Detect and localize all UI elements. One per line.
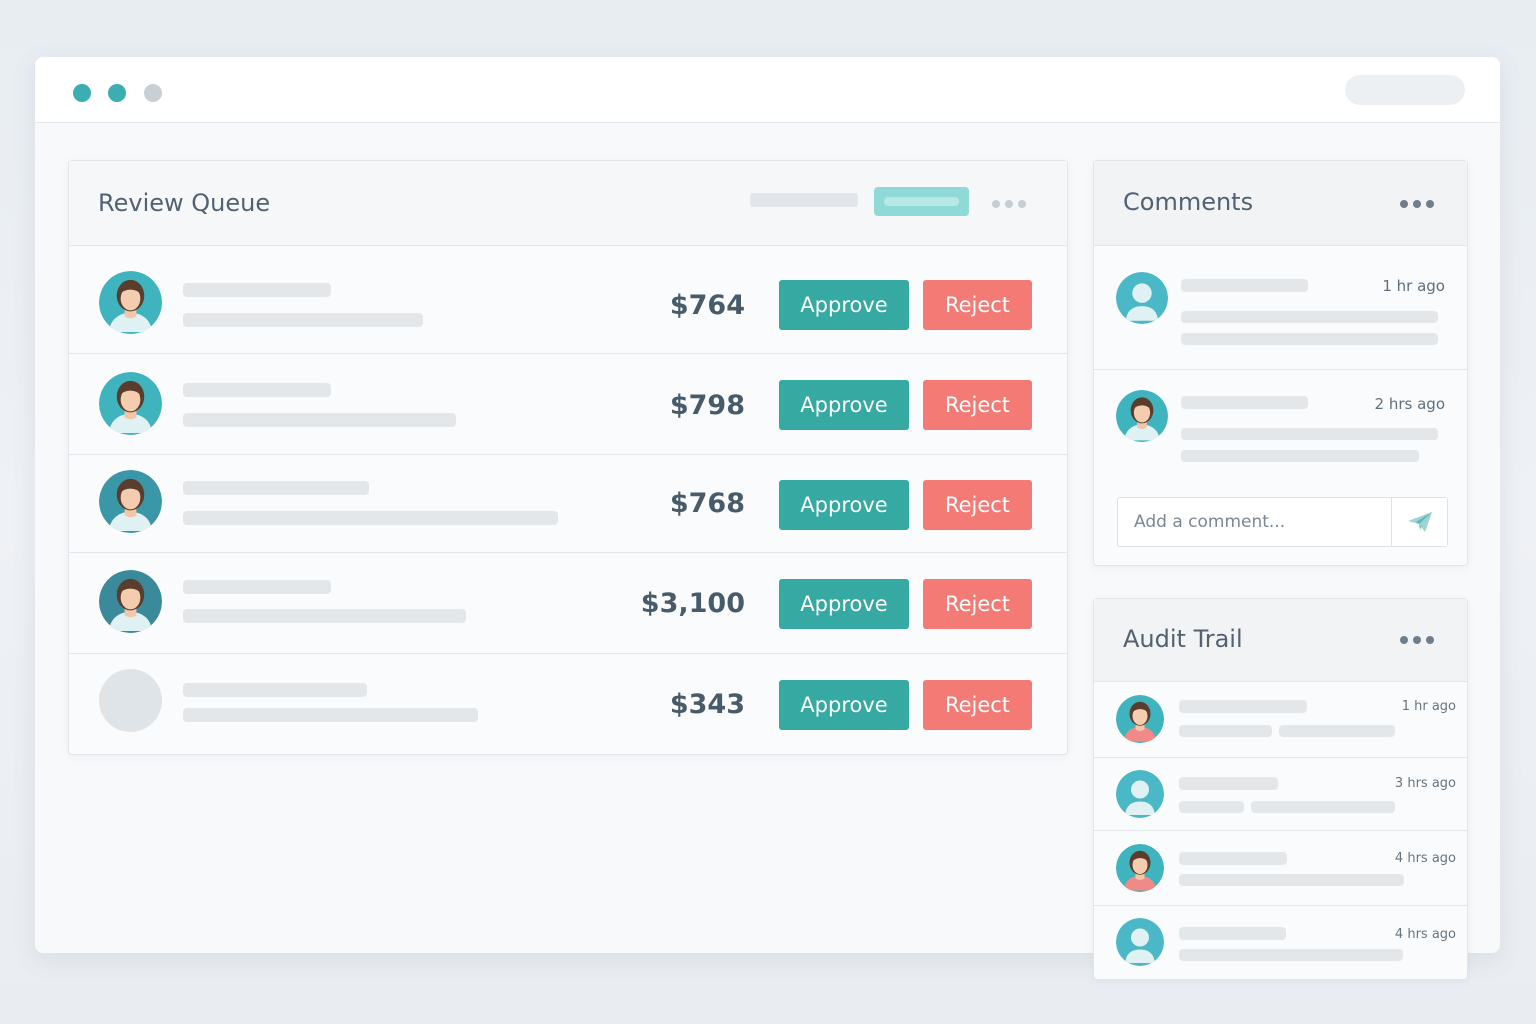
audit-timestamp: 1 hr ago [1401,699,1456,714]
audit-trail-title: Audit Trail [1123,625,1243,653]
comment-input[interactable] [1118,498,1392,546]
approve-button[interactable]: Approve [779,579,909,629]
audit-trail-header: Audit Trail [1094,599,1467,682]
audit-trail-panel: Audit Trail 1 hr ago 3 hrs ago 4 hrs ago [1093,598,1468,980]
titlebar-search-placeholder[interactable] [1345,75,1465,105]
approve-button[interactable]: Approve [779,380,909,430]
window-minimize-dot[interactable] [108,84,126,102]
amount-value: $3,100 [640,588,745,619]
female-avatar-icon [99,470,162,533]
reject-button[interactable]: Reject [923,380,1032,430]
female-avatar-icon [99,372,162,435]
approve-button[interactable]: Approve [779,480,909,530]
comments-title: Comments [1123,188,1254,216]
more-options-icon[interactable] [1400,636,1434,644]
window-titlebar [35,57,1500,123]
window-maximize-dot[interactable] [144,84,162,102]
queue-row: $798 Approve Reject [69,354,1067,455]
amount-value: $768 [669,488,745,519]
review-queue-panel: Review Queue $764 Approve Reject $798 Ap… [68,160,1068,755]
audit-timestamp: 4 hrs ago [1394,927,1456,942]
more-options-icon[interactable] [992,200,1026,208]
queue-row: $3,100 Approve Reject [69,553,1067,654]
more-options-icon[interactable] [1400,200,1434,208]
audit-timestamp: 4 hrs ago [1394,851,1456,866]
female-avatar-icon [99,271,162,334]
female-avatar-icon [1116,844,1164,892]
female-avatar-icon [1116,695,1164,743]
comment-timestamp: 1 hr ago [1382,277,1445,295]
header-action-pill[interactable] [874,187,969,216]
reject-button[interactable]: Reject [923,680,1032,730]
audit-entry: 1 hr ago [1094,682,1467,758]
comment-item: 2 hrs ago [1094,370,1467,488]
placeholder-avatar [99,669,162,732]
user-silhouette-icon [1116,770,1164,818]
audit-entry: 4 hrs ago [1094,831,1467,906]
queue-row: $764 Approve Reject [69,246,1067,354]
audit-timestamp: 3 hrs ago [1394,776,1456,791]
window-close-dot[interactable] [73,84,91,102]
female-avatar-icon [99,570,162,633]
comment-timestamp: 2 hrs ago [1374,395,1445,413]
amount-value: $343 [669,689,745,720]
comments-header: Comments [1094,161,1467,246]
comments-panel: Comments 1 hr ago 2 hrs ago [1093,160,1468,566]
comment-composer [1117,497,1448,547]
send-icon[interactable] [1391,498,1447,546]
review-queue-header: Review Queue [69,161,1067,246]
reject-button[interactable]: Reject [923,480,1032,530]
female-avatar-icon [1116,390,1168,442]
amount-value: $798 [669,390,745,421]
user-silhouette-icon [1116,918,1164,966]
approve-button[interactable]: Approve [779,280,909,330]
header-filter-placeholder [750,193,858,207]
reject-button[interactable]: Reject [923,579,1032,629]
comment-item: 1 hr ago [1094,246,1467,370]
amount-value: $764 [669,290,745,321]
queue-row: $343 Approve Reject [69,654,1067,754]
reject-button[interactable]: Reject [923,280,1032,330]
user-silhouette-icon [1116,272,1168,324]
audit-entry: 4 hrs ago [1094,906,1467,979]
review-queue-title: Review Queue [98,189,271,217]
approve-button[interactable]: Approve [779,680,909,730]
queue-row: $768 Approve Reject [69,455,1067,553]
audit-entry: 3 hrs ago [1094,758,1467,831]
